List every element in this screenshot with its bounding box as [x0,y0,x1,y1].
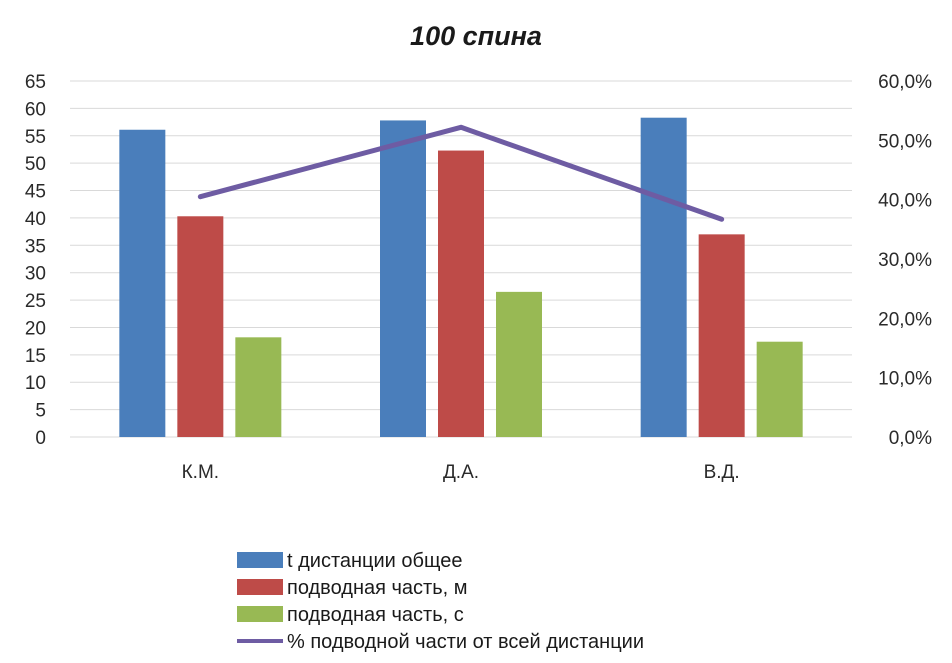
bar [119,129,166,437]
left-tick-label: 60 [25,99,46,120]
bar [756,341,803,437]
left-tick-label: 50 [25,154,46,175]
left-tick-label: 25 [25,291,46,312]
series-line [197,124,725,222]
right-tick-label: 20,0% [878,309,932,330]
left-tick-label: 55 [25,127,46,148]
left-tick-label: 10 [25,373,46,394]
legend: t дистанции общее подводная часть, м подво… [237,550,644,653]
legend-label: подводная часть, с [287,604,464,626]
bar [438,150,484,437]
left-tick-label: 45 [25,182,46,203]
bar [380,120,426,438]
bar [496,291,542,437]
left-tick-label: 35 [25,236,46,257]
legend-swatch [237,606,283,622]
category-axis: К.М. Д.А. В.Д. [182,462,740,483]
right-tick-label: 50,0% [878,131,932,152]
right-tick-label: 10,0% [878,369,932,390]
bar [698,234,745,437]
left-tick-label: 20 [25,318,46,339]
category-label: К.М. [182,462,219,483]
bar [640,117,687,438]
right-tick-label: 60,0% [878,72,932,93]
right-axis: 0,0% 10,0% 20,0% 30,0% 40,0% 50,0% 60,0% [878,72,932,449]
left-axis: 0 5 10 15 20 25 30 35 40 45 50 55 60 65 [25,72,46,449]
bar [177,216,224,437]
left-tick-label: 30 [25,264,46,285]
legend-swatch [237,579,283,595]
legend-label: подводная часть, м [287,577,467,599]
left-tick-label: 5 [35,401,46,422]
legend-label: % подводной части от всей дистанции [287,631,644,653]
line-series [197,124,725,222]
left-tick-label: 0 [35,428,46,449]
chart-title: 100 спина [410,21,542,51]
legend-swatch [237,552,283,568]
right-tick-label: 40,0% [878,191,932,212]
category-label: В.Д. [704,462,740,483]
right-tick-label: 30,0% [878,250,932,271]
left-tick-label: 40 [25,209,46,230]
category-label: Д.А. [443,462,479,483]
legend-label: t дистанции общее [287,550,462,572]
right-tick-label: 0,0% [889,428,932,449]
left-tick-label: 65 [25,72,46,93]
bars [119,117,803,438]
left-tick-label: 15 [25,346,46,367]
bar [235,337,282,437]
